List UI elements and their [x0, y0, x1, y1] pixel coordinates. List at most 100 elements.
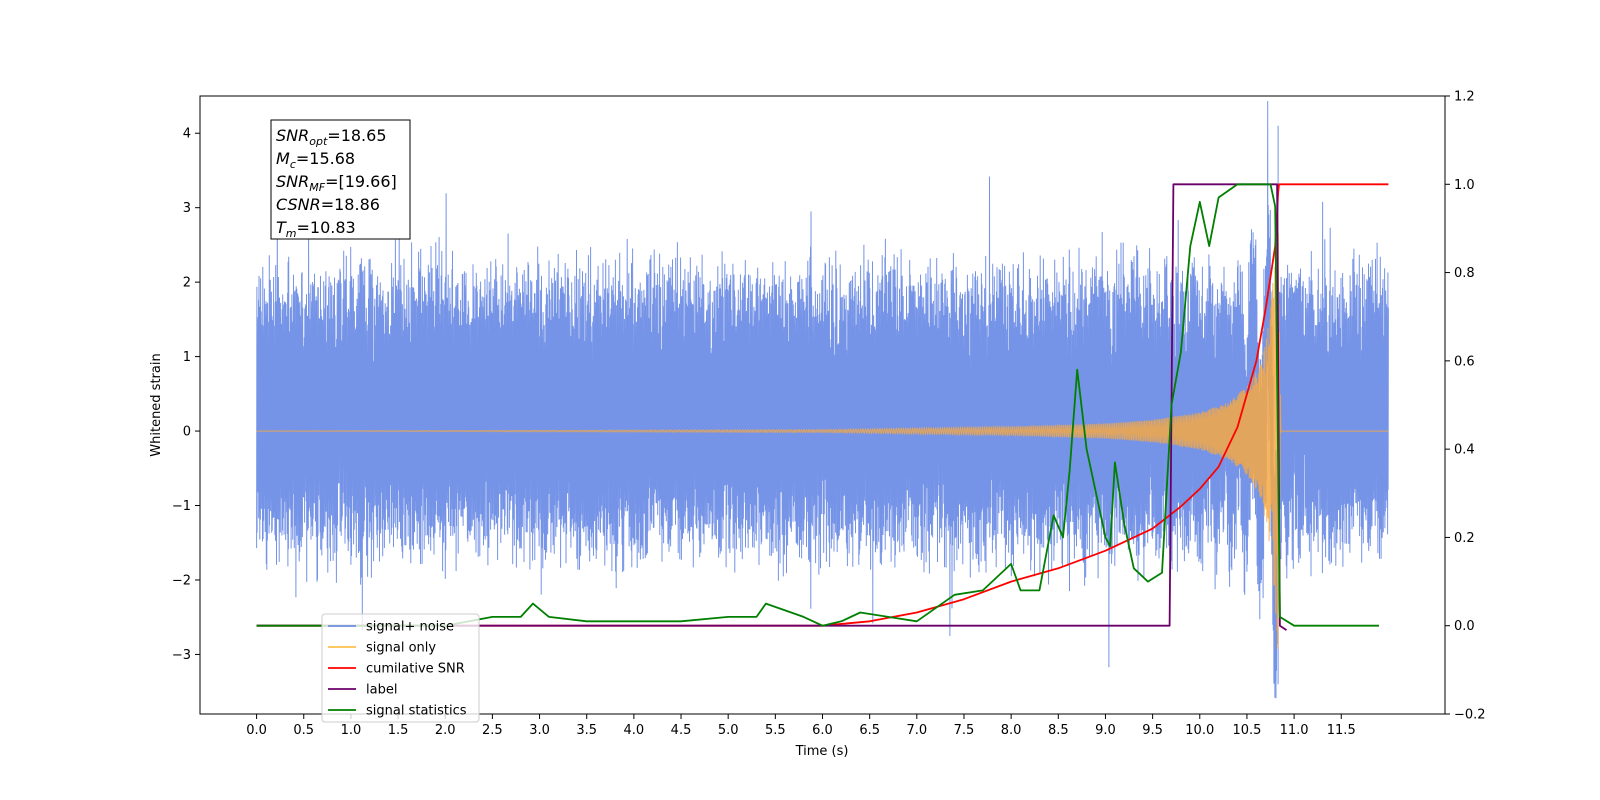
x-tick-label: 10.5: [1232, 723, 1261, 738]
x-tick: 5.5: [765, 714, 786, 738]
y-axis-label: Whitened strain: [149, 353, 164, 456]
x-tick: 6.0: [812, 714, 833, 738]
x-tick: 0.5: [293, 714, 314, 738]
x-tick: 5.0: [718, 714, 739, 738]
legend-item: label: [328, 683, 397, 698]
y-tick: 1: [183, 350, 200, 365]
y2-tick-label: 0.2: [1454, 531, 1475, 546]
y2-tick-label: 1.0: [1454, 178, 1475, 193]
x-tick-label: 9.0: [1095, 723, 1116, 738]
y-tick: 0: [183, 425, 200, 440]
y2-tick-label: 1.2: [1454, 90, 1475, 105]
y2-tick-label: 0.6: [1454, 354, 1475, 369]
legend-item: signal statistics: [328, 704, 467, 719]
x-tick: 4.0: [624, 714, 645, 738]
x-tick-label: 3.0: [529, 723, 550, 738]
stats-annotation-line: SNRopt=18.65: [276, 126, 387, 148]
x-tick-label: 6.0: [812, 723, 833, 738]
stats-annotation: SNRopt=18.65Mc=15.68SNRMF=[19.66]CSNR=18…: [270, 119, 411, 240]
x-tick-label: 7.0: [906, 723, 927, 738]
x-tick-label: 2.0: [435, 723, 456, 738]
x-tick-label: 11.5: [1327, 723, 1356, 738]
legend-label: signal+ noise: [366, 620, 454, 635]
y-tick: 4: [183, 127, 200, 142]
legend: signal+ noise signal only cumilative SNR la…: [321, 613, 480, 723]
legend-label: signal only: [366, 641, 436, 656]
stats-value: =10.83: [297, 218, 356, 237]
x-axis-label: Time (s): [795, 744, 849, 759]
x-tick: 10.0: [1185, 714, 1214, 738]
y2-tick-label: 0.8: [1454, 266, 1475, 281]
y-tick: −1: [172, 499, 200, 514]
x-tick: 9.0: [1095, 714, 1116, 738]
y2-tick: 0.8: [1445, 266, 1475, 281]
x-tick-label: 4.5: [671, 723, 692, 738]
stats-value: =[19.66]: [325, 172, 397, 191]
x-tick-label: 0.0: [246, 723, 267, 738]
stats-sub: c: [290, 158, 296, 171]
y-tick-label: 3: [183, 201, 191, 216]
stats-value: =15.68: [296, 149, 355, 168]
series-signal-only-line: [256, 210, 1389, 649]
x-tick-label: 9.5: [1142, 723, 1163, 738]
x-tick-label: 2.5: [482, 723, 503, 738]
x-tick-label: 11.0: [1280, 723, 1309, 738]
y-tick-label: 1: [183, 350, 191, 365]
stats-var: CSNR: [276, 195, 321, 214]
y-tick-label: −2: [172, 573, 191, 588]
x-tick-label: 8.0: [1001, 723, 1022, 738]
y-tick: 2: [183, 276, 200, 291]
x-tick: 7.0: [906, 714, 927, 738]
x-tick: 9.5: [1142, 714, 1163, 738]
legend-label: signal statistics: [366, 704, 467, 719]
stats-var: T: [276, 218, 287, 237]
y-axis-left: 4 3 2 1 0 −1 −2 −3: [172, 127, 200, 663]
stats-var: SNR: [276, 172, 309, 191]
stats-value: =18.86: [321, 195, 380, 214]
series-label-line: [256, 183, 1287, 631]
stats-annotation-line: Tm=10.83: [276, 218, 356, 240]
stats-annotation-line: CSNR=18.86: [276, 195, 380, 214]
x-axis: 0.0 0.5 1.0 1.5 2.0 2.5 3.0 3.5 4.0 4.5 5.0 5.5 6.0 6…: [246, 714, 1356, 738]
legend-label: label: [366, 683, 397, 698]
y2-tick: −0.2: [1445, 708, 1486, 723]
y-tick-label: 0: [183, 425, 191, 440]
x-tick-label: 1.0: [341, 723, 362, 738]
x-tick-label: 5.0: [718, 723, 739, 738]
legend-item: signal only: [328, 641, 436, 656]
y2-tick: 0.6: [1445, 354, 1475, 369]
x-tick: 3.5: [576, 714, 597, 738]
x-tick-label: 4.0: [624, 723, 645, 738]
y2-tick: 1.2: [1445, 90, 1475, 105]
y-tick-label: 2: [183, 276, 191, 291]
x-tick-label: 5.5: [765, 723, 786, 738]
stats-annotation-line: SNRMF=[19.66]: [276, 172, 397, 194]
stats-sub: MF: [309, 181, 325, 194]
x-tick: 0.0: [246, 714, 267, 738]
x-tick: 7.5: [954, 714, 974, 738]
y-tick-label: 4: [183, 127, 191, 142]
x-tick: 8.0: [1001, 714, 1022, 738]
stats-sub: opt: [309, 135, 328, 148]
y2-tick: 0.0: [1445, 619, 1475, 634]
y-tick: 3: [183, 201, 200, 216]
series-layer: [256, 100, 1389, 699]
x-tick: 8.5: [1048, 714, 1069, 738]
legend-frame: [321, 613, 480, 723]
y2-tick-label: 0.4: [1454, 443, 1475, 458]
legend-label: cumilative SNR: [366, 662, 465, 677]
x-tick: 10.5: [1232, 714, 1261, 738]
stats-sub: m: [286, 227, 297, 240]
y2-tick: 1.0: [1445, 178, 1475, 193]
y-tick-label: −3: [172, 648, 191, 663]
x-tick-label: 3.5: [576, 723, 597, 738]
legend-item: cumilative SNR: [328, 662, 465, 677]
stats-var: SNR: [276, 126, 309, 145]
stats-annotation-line: Mc=15.68: [276, 149, 355, 171]
x-tick-label: 6.5: [859, 723, 880, 738]
x-tick: 11.5: [1327, 714, 1356, 738]
y2-tick-label: 0.0: [1454, 619, 1475, 634]
series-signal-statistics-line: [256, 183, 1379, 627]
legend-item: signal+ noise: [328, 620, 454, 635]
